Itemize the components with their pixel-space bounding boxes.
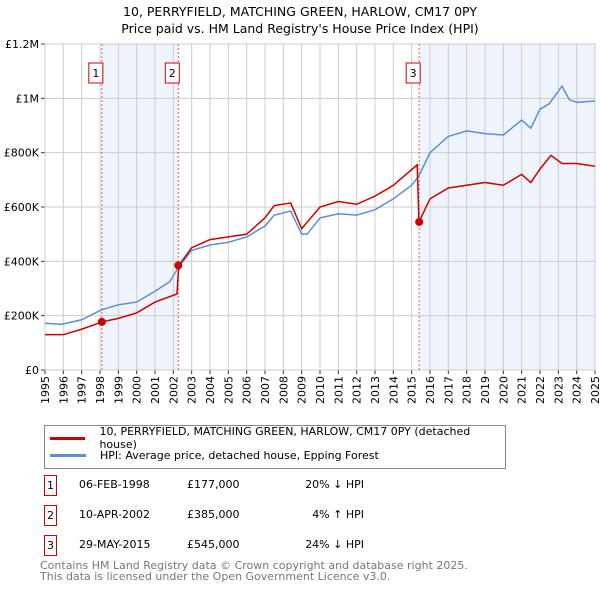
x-tick-label: 2024	[571, 376, 584, 404]
x-tick-label: 2010	[314, 376, 327, 404]
sale-label: 2	[169, 67, 176, 80]
footer: Contains HM Land Registry data © Crown c…	[40, 560, 468, 582]
x-tick-label: 1998	[94, 376, 107, 404]
sale-label-box	[405, 62, 421, 84]
price-chart: 1995 1996 1997 1998 1999 2000 2001 2002 2003 2004…	[4, 38, 600, 404]
sale-number-badge: 3	[44, 535, 57, 556]
x-tick-label: 2011	[332, 376, 345, 404]
x-tick-label: 2015	[406, 376, 419, 404]
x-tick-label: 2023	[552, 376, 565, 404]
x-tick-label: 2006	[241, 376, 254, 404]
legend-hpi-label: HPI: Average price, detached house, Eppi…	[100, 448, 379, 462]
x-tick-label: 2014	[387, 376, 400, 404]
x-tick-label: 2016	[424, 376, 437, 404]
x-tick-label: 2009	[296, 376, 309, 404]
y-tick-label: £200K	[4, 310, 40, 323]
footer-licence: This data is licensed under the Open Gov…	[40, 570, 391, 583]
x-tick-label: 2000	[131, 376, 144, 404]
x-tick-label: 2002	[167, 376, 180, 404]
chart-title-line1: 10, PERRYFIELD, MATCHING GREEN, HARLOW, …	[123, 4, 477, 19]
x-tick-label: 1999	[112, 376, 125, 404]
property-price-line	[45, 154, 596, 336]
sale-number-badge: 2	[44, 505, 57, 526]
y-tick-label: £600K	[4, 201, 40, 214]
sale-date: 10-APR-2002	[79, 508, 151, 521]
x-tick-label: 1995	[39, 376, 52, 404]
x-tick-label: 2001	[149, 376, 162, 404]
x-tick-label: 2017	[442, 376, 455, 404]
x-tick-label: 1996	[57, 376, 70, 404]
sale-price: £385,000	[187, 508, 240, 521]
y-tick-label: £400K	[4, 255, 40, 268]
sale-point	[97, 317, 106, 326]
x-tick-label: 2019	[479, 376, 492, 404]
x-tick-label: 2025	[589, 376, 600, 404]
legend: 10, PERRYFIELD, MATCHING GREEN, HARLOW, …	[44, 425, 506, 469]
sale-hpi-diff: 20% ↓ HPI	[305, 478, 364, 491]
sale-label: 3	[410, 67, 417, 80]
sale-hpi-diff: 24% ↓ HPI	[305, 538, 364, 551]
sale-price: £177,000	[187, 478, 240, 491]
chart-title-line2: Price paid vs. HM Land Registry's House …	[121, 21, 479, 36]
legend-property-swatch	[50, 436, 86, 440]
x-tick-label: 2020	[497, 376, 510, 404]
sale-label-box	[164, 62, 180, 84]
y-tick-label: £1.2M	[5, 38, 39, 51]
sale-date: 29-MAY-2015	[79, 538, 151, 551]
sale-point	[174, 261, 183, 270]
y-tick-label: £800K	[4, 147, 40, 160]
x-tick-label: 2021	[516, 376, 529, 404]
sale-label-box	[88, 62, 104, 84]
x-tick-label: 2003	[186, 376, 199, 404]
x-tick-label: 2012	[351, 376, 364, 404]
sale-number-badge: 1	[44, 475, 57, 496]
x-tick-label: 2008	[277, 376, 290, 404]
sale-price: £545,000	[187, 538, 240, 551]
plot-frame	[44, 43, 596, 371]
sale-hpi-diff: 4% ↑ HPI	[312, 508, 364, 521]
x-tick-label: 2022	[534, 376, 547, 404]
x-tick-label: 1997	[76, 376, 89, 404]
y-tick-label: £0	[25, 364, 39, 377]
x-tick-label: 2018	[461, 376, 474, 404]
sale-label: 1	[92, 67, 99, 80]
x-tick-label: 2013	[369, 376, 382, 404]
x-tick-label: 2004	[204, 376, 217, 404]
x-tick-label: 2005	[222, 376, 235, 404]
y-tick-label: £1M	[16, 92, 40, 105]
legend-hpi-swatch	[50, 453, 86, 457]
legend-property-label: 10, PERRYFIELD, MATCHING GREEN, HARLOW, …	[99, 425, 471, 451]
sale-date: 06-FEB-1998	[79, 478, 150, 491]
sale-point	[415, 217, 424, 226]
x-tick-label: 2007	[259, 376, 272, 404]
hpi-line	[44, 84, 596, 326]
footer-copyright: Contains HM Land Registry data © Crown c…	[40, 559, 468, 572]
